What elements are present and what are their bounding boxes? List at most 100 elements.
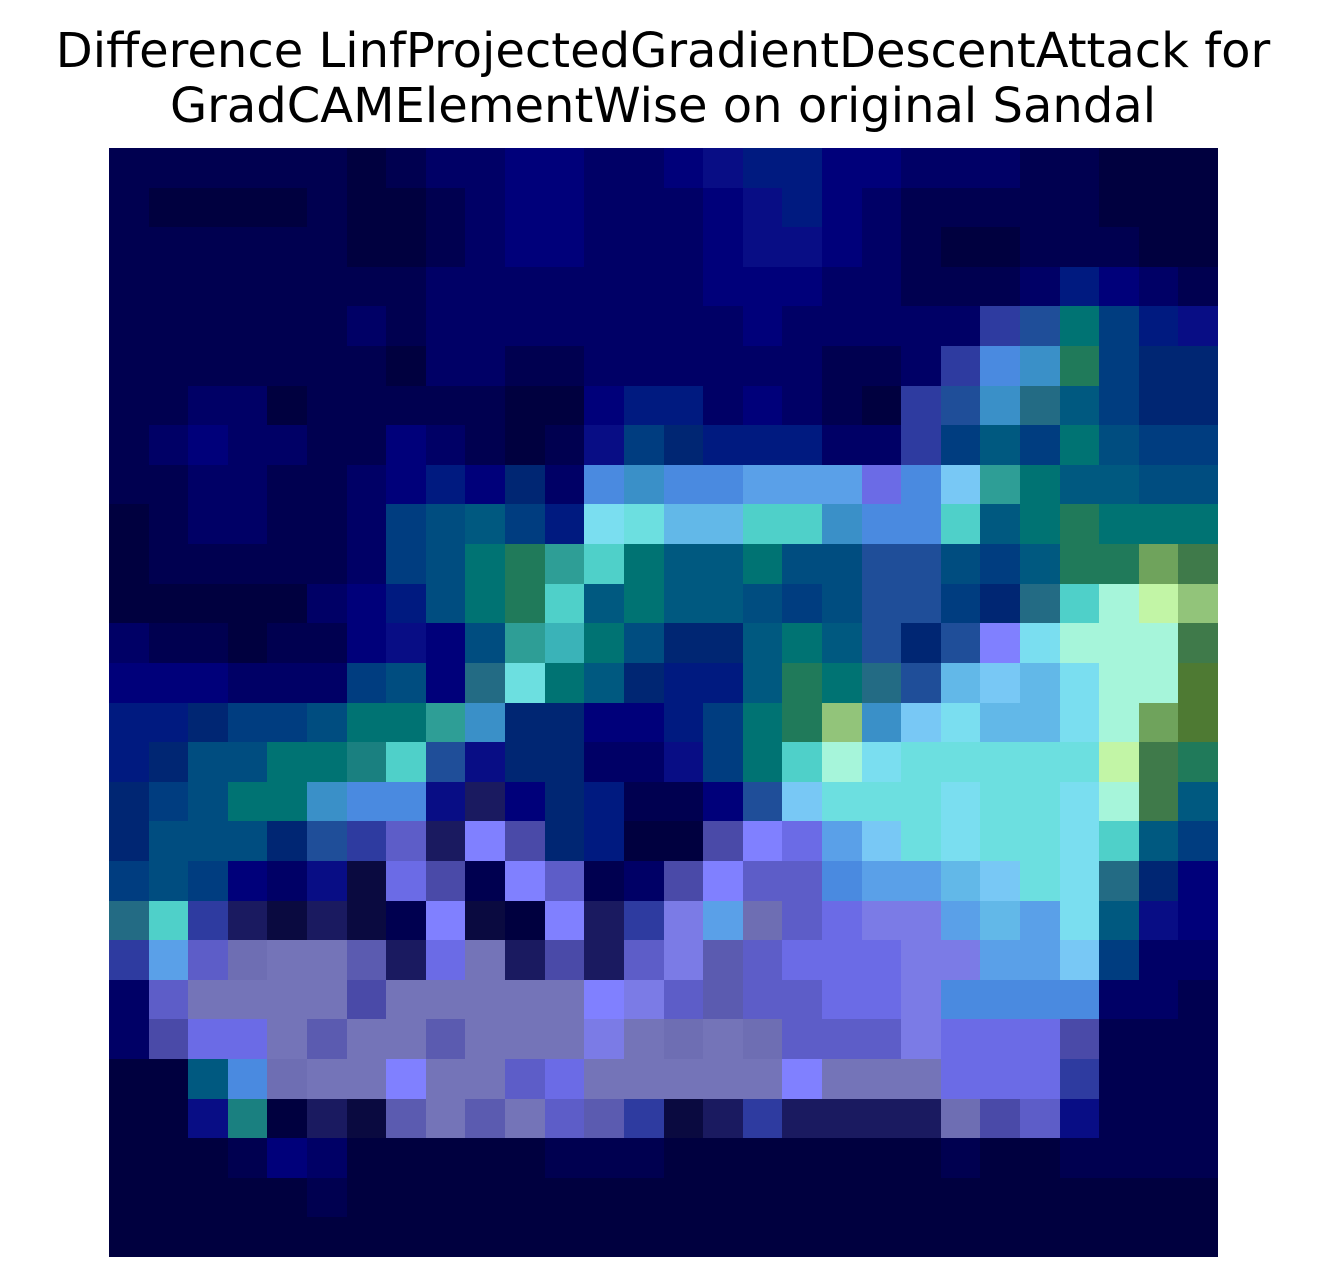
heatmap-cell	[862, 504, 901, 544]
heatmap-cell	[624, 940, 664, 980]
heatmap-cell	[347, 821, 386, 861]
heatmap-cell	[980, 782, 1020, 821]
heatmap-cell	[1099, 465, 1139, 504]
heatmap-cell	[743, 584, 782, 623]
heatmap-cell	[465, 1099, 505, 1138]
heatmap-cell	[822, 782, 862, 821]
heatmap-cell	[901, 980, 941, 1019]
heatmap-cell	[188, 584, 228, 623]
heatmap-cell	[664, 1138, 703, 1178]
heatmap-cell	[307, 980, 347, 1019]
heatmap-cell	[149, 425, 188, 465]
heatmap-cell	[822, 1217, 862, 1257]
heatmap-cell	[307, 346, 347, 386]
heatmap-cell	[743, 465, 782, 504]
heatmap-cell	[980, 465, 1020, 504]
heatmap-cell	[782, 623, 822, 663]
heatmap-cell	[347, 267, 386, 306]
heatmap-cell	[465, 901, 505, 940]
heatmap-cell	[584, 623, 624, 663]
heatmap-cell	[1099, 1059, 1139, 1099]
heatmap-cell	[505, 940, 545, 980]
heatmap-cell	[584, 861, 624, 901]
heatmap-cell	[228, 1217, 267, 1257]
heatmap-cell	[347, 425, 386, 465]
heatmap-cell	[822, 1138, 862, 1178]
heatmap-cell	[1060, 703, 1099, 742]
heatmap-cell	[1139, 980, 1178, 1019]
heatmap-cell	[941, 940, 980, 980]
heatmap-cell	[980, 703, 1020, 742]
heatmap-cell	[1060, 1178, 1099, 1217]
heatmap-cell	[584, 267, 624, 306]
heatmap-cell	[862, 1217, 901, 1257]
heatmap-cell	[584, 1138, 624, 1178]
heatmap-cell	[782, 861, 822, 901]
heatmap-cell	[743, 386, 782, 425]
heatmap-cell	[1099, 346, 1139, 386]
heatmap-cell	[545, 544, 584, 584]
heatmap-cell	[664, 980, 703, 1019]
heatmap-cell	[149, 940, 188, 980]
heatmap-cell	[505, 148, 545, 188]
heatmap-cell	[426, 1019, 465, 1059]
heatmap-cell	[901, 821, 941, 861]
heatmap-cell	[347, 504, 386, 544]
heatmap-cell	[584, 504, 624, 544]
heatmap-cell	[109, 1178, 149, 1217]
heatmap-cell	[1178, 267, 1218, 306]
heatmap-cell	[1178, 1099, 1218, 1138]
heatmap-cell	[782, 188, 822, 227]
heatmap-cell	[664, 1178, 703, 1217]
heatmap-cell	[228, 821, 267, 861]
heatmap-cell	[822, 901, 862, 940]
heatmap-cell	[307, 782, 347, 821]
heatmap-cell	[386, 267, 426, 306]
heatmap-cell	[743, 504, 782, 544]
heatmap-cell	[703, 425, 743, 465]
heatmap-cell	[822, 306, 862, 346]
heatmap-cell	[465, 306, 505, 346]
heatmap-cell	[703, 465, 743, 504]
heatmap-cell	[1139, 742, 1178, 782]
heatmap-cell	[584, 1099, 624, 1138]
heatmap-cell	[1139, 821, 1178, 861]
heatmap-cell	[228, 663, 267, 703]
heatmap-cell	[624, 1138, 664, 1178]
heatmap-cell	[347, 1059, 386, 1099]
heatmap-cell	[347, 782, 386, 821]
heatmap-cell	[743, 267, 782, 306]
heatmap-cell	[545, 346, 584, 386]
heatmap-cell	[465, 386, 505, 425]
heatmap-cell	[743, 861, 782, 901]
heatmap-cell	[426, 980, 465, 1019]
heatmap-cell	[980, 1099, 1020, 1138]
heatmap-cell	[1060, 465, 1099, 504]
heatmap-cell	[1020, 584, 1060, 623]
heatmap-cell	[624, 901, 664, 940]
heatmap-cell	[545, 425, 584, 465]
heatmap-cell	[109, 1138, 149, 1178]
heatmap-cell	[267, 901, 307, 940]
heatmap-cell	[426, 861, 465, 901]
heatmap-cell	[1020, 1178, 1060, 1217]
heatmap-cell	[1020, 425, 1060, 465]
heatmap-cell	[703, 940, 743, 980]
heatmap-cell	[267, 1178, 307, 1217]
heatmap-cell	[782, 703, 822, 742]
heatmap-cell	[109, 425, 149, 465]
heatmap-cell	[822, 227, 862, 267]
heatmap-cell	[426, 584, 465, 623]
heatmap-cell	[862, 1019, 901, 1059]
heatmap-cell	[624, 1178, 664, 1217]
heatmap-cell	[109, 1099, 149, 1138]
heatmap-cell	[188, 544, 228, 584]
heatmap-cell	[584, 425, 624, 465]
heatmap-cell	[465, 663, 505, 703]
heatmap-cell	[109, 267, 149, 306]
heatmap-cell	[347, 544, 386, 584]
heatmap-cell	[1178, 504, 1218, 544]
heatmap-cell	[426, 1178, 465, 1217]
heatmap-cell	[149, 188, 188, 227]
heatmap-cell	[1020, 901, 1060, 940]
